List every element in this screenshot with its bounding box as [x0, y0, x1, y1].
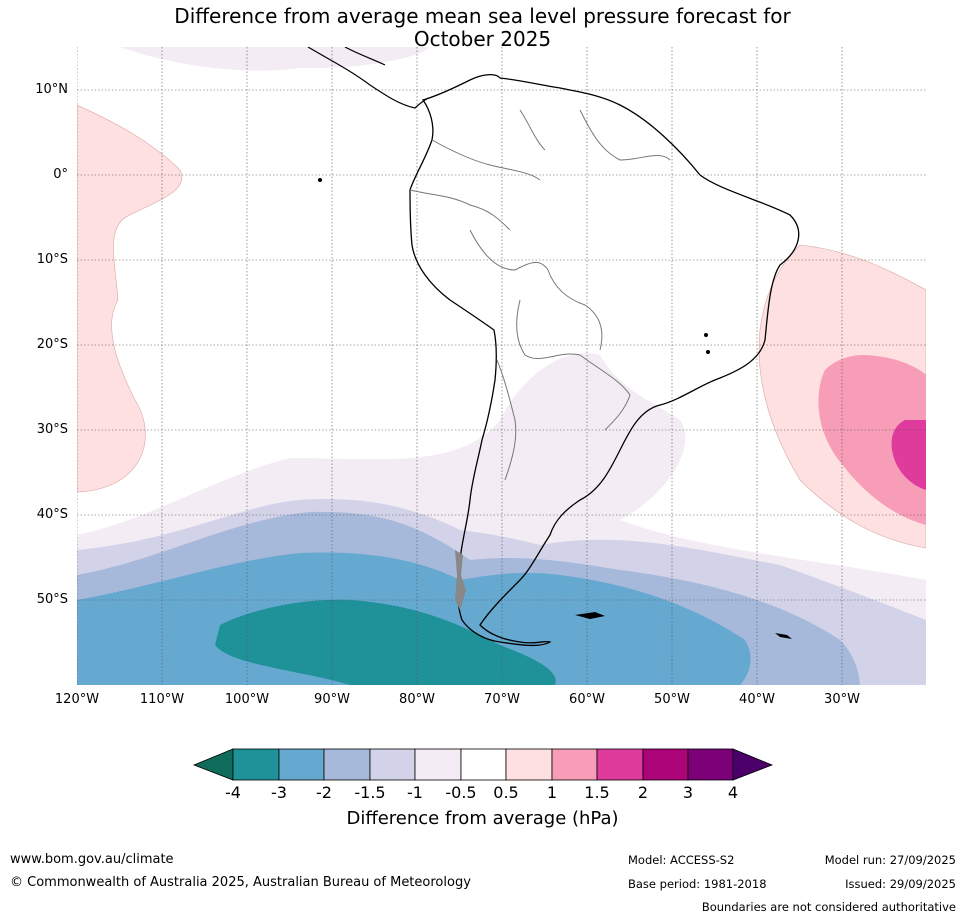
base-period-info: Base period: 1981-2018 [628, 877, 767, 891]
anomaly-region-neg-0-5-north [120, 47, 430, 71]
colorbar [192, 748, 774, 781]
latitude-label: 30°S [36, 422, 68, 437]
latitude-label: 50°S [36, 592, 68, 607]
colorbar-tick-label: 2 [637, 783, 649, 802]
colorbar-swatch [596, 748, 644, 781]
colorbar-swatch [505, 748, 553, 781]
longitude-label: 100°W [224, 692, 270, 707]
longitude-label: 110°W [139, 692, 185, 707]
model-run-date: Model run: 27/09/2025 [824, 853, 956, 867]
colorbar-swatch [369, 748, 416, 781]
longitude-label: 80°W [399, 692, 435, 707]
longitude-label: 40°W [739, 692, 775, 707]
country-borders [409, 109, 671, 481]
longitude-label: 30°W [824, 692, 860, 707]
central-america-coastline [307, 47, 429, 109]
map-title-line-1: Difference from average mean sea level p… [174, 4, 791, 28]
longitude-label: 90°W [314, 692, 350, 707]
colorbar-swatch [278, 748, 325, 781]
colorbar-tick-label: -2 [316, 783, 332, 802]
colorbar-extend-high [732, 748, 774, 781]
south-america-coastline [409, 74, 800, 647]
longitude-label: 50°W [654, 692, 690, 707]
latitude-label: 40°S [36, 507, 68, 522]
latitude-label: 10°S [36, 252, 68, 267]
colorbar-tick-label: -4 [225, 783, 241, 802]
latitude-label: 10°N [35, 82, 68, 97]
anomaly-region-pos-0-5-pacific [77, 104, 183, 493]
colorbar-tick-label: -3 [271, 783, 287, 802]
colorbar-tick-label: 1 [546, 783, 558, 802]
colorbar-title: Difference from average (hPa) [346, 808, 619, 829]
colorbar-tick-label: 0.5 [493, 783, 519, 802]
issued-date: Issued: 29/09/2025 [845, 877, 956, 891]
colorbar-swatch [460, 748, 507, 781]
colorbar-tick-label: 4 [727, 783, 739, 802]
colorbar-tick-label: -1 [407, 783, 423, 802]
colorbar-swatch [323, 748, 371, 781]
latitude-label: 0° [53, 167, 68, 182]
copyright-notice: © Commonwealth of Australia 2025, Austra… [10, 875, 471, 890]
boundaries-disclaimer: Boundaries are not considered authoritat… [701, 900, 956, 914]
graticule [77, 47, 926, 685]
longitude-label: 120°W [54, 692, 100, 707]
colorbar-swatch [414, 748, 462, 781]
longitude-label: 70°W [484, 692, 520, 707]
colorbar-swatch [551, 748, 598, 781]
map-title-line-2: October 2025 [413, 27, 552, 51]
patagonian-ice-fields [455, 550, 466, 610]
colorbar-tick-label: -0.5 [445, 783, 477, 802]
colorbar-extend-low [192, 748, 234, 781]
anomaly-region-pos-1-5 [891, 420, 926, 490]
website-link[interactable]: www.bom.gov.au/climate [10, 852, 174, 867]
anomaly-region-pos-1 [818, 355, 926, 525]
colorbar-tick-label: -1.5 [354, 783, 386, 802]
colorbar-swatch [642, 748, 689, 781]
colorbar-swatch [232, 748, 280, 781]
model-info: Model: ACCESS-S2 [628, 853, 735, 867]
longitude-label: 60°W [569, 692, 605, 707]
colorbar-tick-label: 1.5 [584, 783, 610, 802]
colorbar-swatch [687, 748, 734, 781]
islands [318, 178, 792, 639]
anomaly-region-neg-3 [215, 599, 556, 685]
latitude-label: 20°S [36, 337, 68, 352]
colorbar-tick-label: 3 [682, 783, 694, 802]
